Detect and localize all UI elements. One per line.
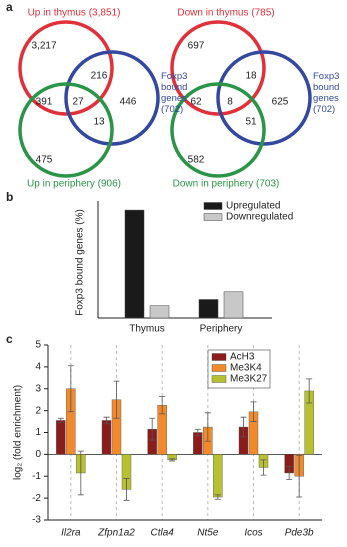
legend-swatch <box>211 375 227 383</box>
set-label: Foxp3 bound genes (702) <box>313 71 340 115</box>
region-count: 446 <box>120 97 137 108</box>
y-tick-label: 3 <box>35 383 41 394</box>
bar <box>124 209 145 319</box>
legend-label: Me3K4 <box>230 363 262 374</box>
region-count: 13 <box>93 117 105 128</box>
error-bar <box>194 428 201 437</box>
y-tick-label: 5 <box>35 340 41 351</box>
region-count: 62 <box>190 97 202 108</box>
region-count: 3,217 <box>31 41 56 52</box>
region-count: 51 <box>245 117 257 128</box>
set-circle <box>18 20 114 116</box>
set-circle <box>170 82 266 178</box>
x-tick-label: Periphery <box>200 324 243 335</box>
x-tick-label: Ctla4 <box>150 528 174 539</box>
error-bar <box>306 378 313 404</box>
legend-label: Downregulated <box>226 212 293 223</box>
error-bar <box>214 494 221 500</box>
y-tick-label: 1 <box>35 427 41 438</box>
legend-swatch <box>203 202 223 210</box>
set-circle <box>64 50 160 146</box>
error-bar <box>260 459 267 476</box>
set-label: Down in periphery (703) <box>173 179 280 190</box>
y-axis-label: Foxp3 bound genes (%) <box>75 209 86 316</box>
error-bar <box>204 412 211 442</box>
error-bar <box>296 455 303 498</box>
panel-label: c <box>6 332 13 346</box>
region-count: 27 <box>72 97 84 108</box>
set-label: Foxp3 bound genes (702) <box>161 71 188 115</box>
x-tick-label: Thymus <box>129 324 165 335</box>
set-label: Up in thymus (3,851) <box>28 8 121 19</box>
region-count: 18 <box>245 71 257 82</box>
x-tick-label: Pde3b <box>285 528 314 539</box>
region-count: 391 <box>36 97 53 108</box>
x-tick-label: Nt5e <box>197 528 219 539</box>
y-tick-label: -2 <box>32 493 41 504</box>
error-bar <box>159 396 166 415</box>
region-count: 625 <box>272 97 289 108</box>
set-circle <box>18 82 114 178</box>
set-circle <box>216 50 312 146</box>
error-bar <box>240 416 247 438</box>
set-label: Down in thymus (785) <box>177 8 274 19</box>
panel-label: b <box>6 190 13 204</box>
x-tick-label: Il2ra <box>61 528 81 539</box>
y-axis-label: log₂ (fold enrichment) <box>13 385 24 480</box>
error-bar <box>67 365 74 413</box>
legend-swatch <box>211 353 227 361</box>
error-bar <box>57 417 64 424</box>
bar <box>56 420 66 455</box>
y-tick-label: 0 <box>35 449 41 460</box>
set-circle <box>170 20 266 116</box>
bar <box>213 454 223 498</box>
region-count: 216 <box>91 71 108 82</box>
error-bar <box>123 478 130 501</box>
bar <box>149 305 170 319</box>
region-count: 8 <box>227 97 233 108</box>
legend-label: AcH3 <box>230 352 255 363</box>
legend-label: Me3K27 <box>230 374 268 385</box>
region-count: 582 <box>188 155 205 166</box>
legend-swatch <box>211 364 227 372</box>
legend-label: Upregulated <box>226 201 280 212</box>
x-tick-label: Icos <box>244 528 262 539</box>
y-tick-label: 2 <box>35 405 41 416</box>
y-tick-label: -3 <box>32 515 41 526</box>
x-tick-label: Zfpn1a2 <box>97 528 135 539</box>
error-bar <box>103 416 110 425</box>
bar <box>101 420 112 455</box>
error-bar <box>169 458 176 462</box>
error-bar <box>250 401 257 422</box>
region-count: 475 <box>36 155 53 166</box>
y-tick-label: 4 <box>35 362 41 373</box>
legend-swatch <box>203 213 223 221</box>
error-bar <box>77 450 84 496</box>
bar <box>223 291 244 319</box>
set-label: Up in periphery (906) <box>27 179 121 190</box>
region-count: 697 <box>188 41 205 52</box>
error-bar <box>113 380 120 419</box>
error-bar <box>149 417 156 441</box>
error-bar <box>286 466 293 480</box>
bar <box>198 299 219 319</box>
y-tick-label: -1 <box>32 471 41 482</box>
panel-label: a <box>6 0 13 14</box>
